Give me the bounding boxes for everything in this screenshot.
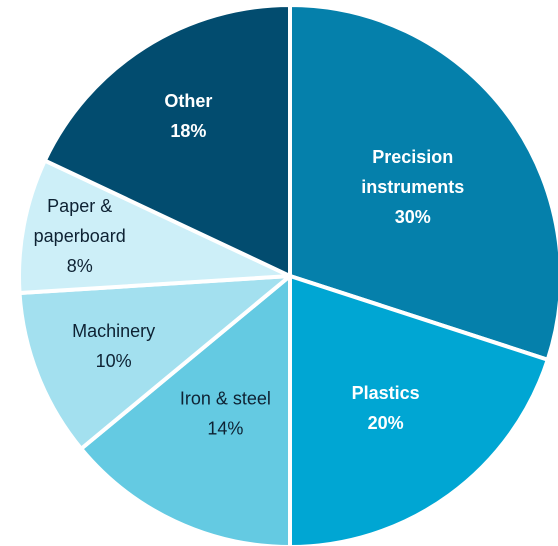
slice-name: Machinery [72,321,155,341]
slice-percent: 10% [96,351,132,371]
pie-slice [42,3,292,278]
slice-percent: 30% [395,207,431,227]
pie-slice [17,274,292,451]
pie-slice [288,3,558,362]
slice-percent: 14% [207,419,243,439]
slice-name: Other [164,91,212,111]
slice-name: Iron & steel [180,389,271,409]
pie-labels: Precision instruments 30% Plastics 20% Iron &… [34,91,465,439]
pie-slice [288,274,550,546]
slice-percent: 8% [67,256,93,276]
slice-percent: 18% [170,121,206,141]
pie-slices [17,3,558,546]
slice-name: paperboard [34,226,126,246]
slice-label: Machinery 10% [72,321,155,371]
pie-slice [17,158,292,296]
slice-name: instruments [361,177,464,197]
slice-label: Other 18% [164,91,212,141]
slice-label: Paper & paperboard 8% [34,196,126,276]
slice-label: Iron & steel 14% [180,389,271,439]
slice-name: Precision [372,147,453,167]
slice-label: Precision instruments 30% [361,147,464,227]
slice-name: Plastics [352,383,420,403]
slice-label: Plastics 20% [352,383,420,433]
pie-slice [79,274,292,546]
slice-percent: 20% [368,413,404,433]
slice-name: Paper & [47,196,112,216]
